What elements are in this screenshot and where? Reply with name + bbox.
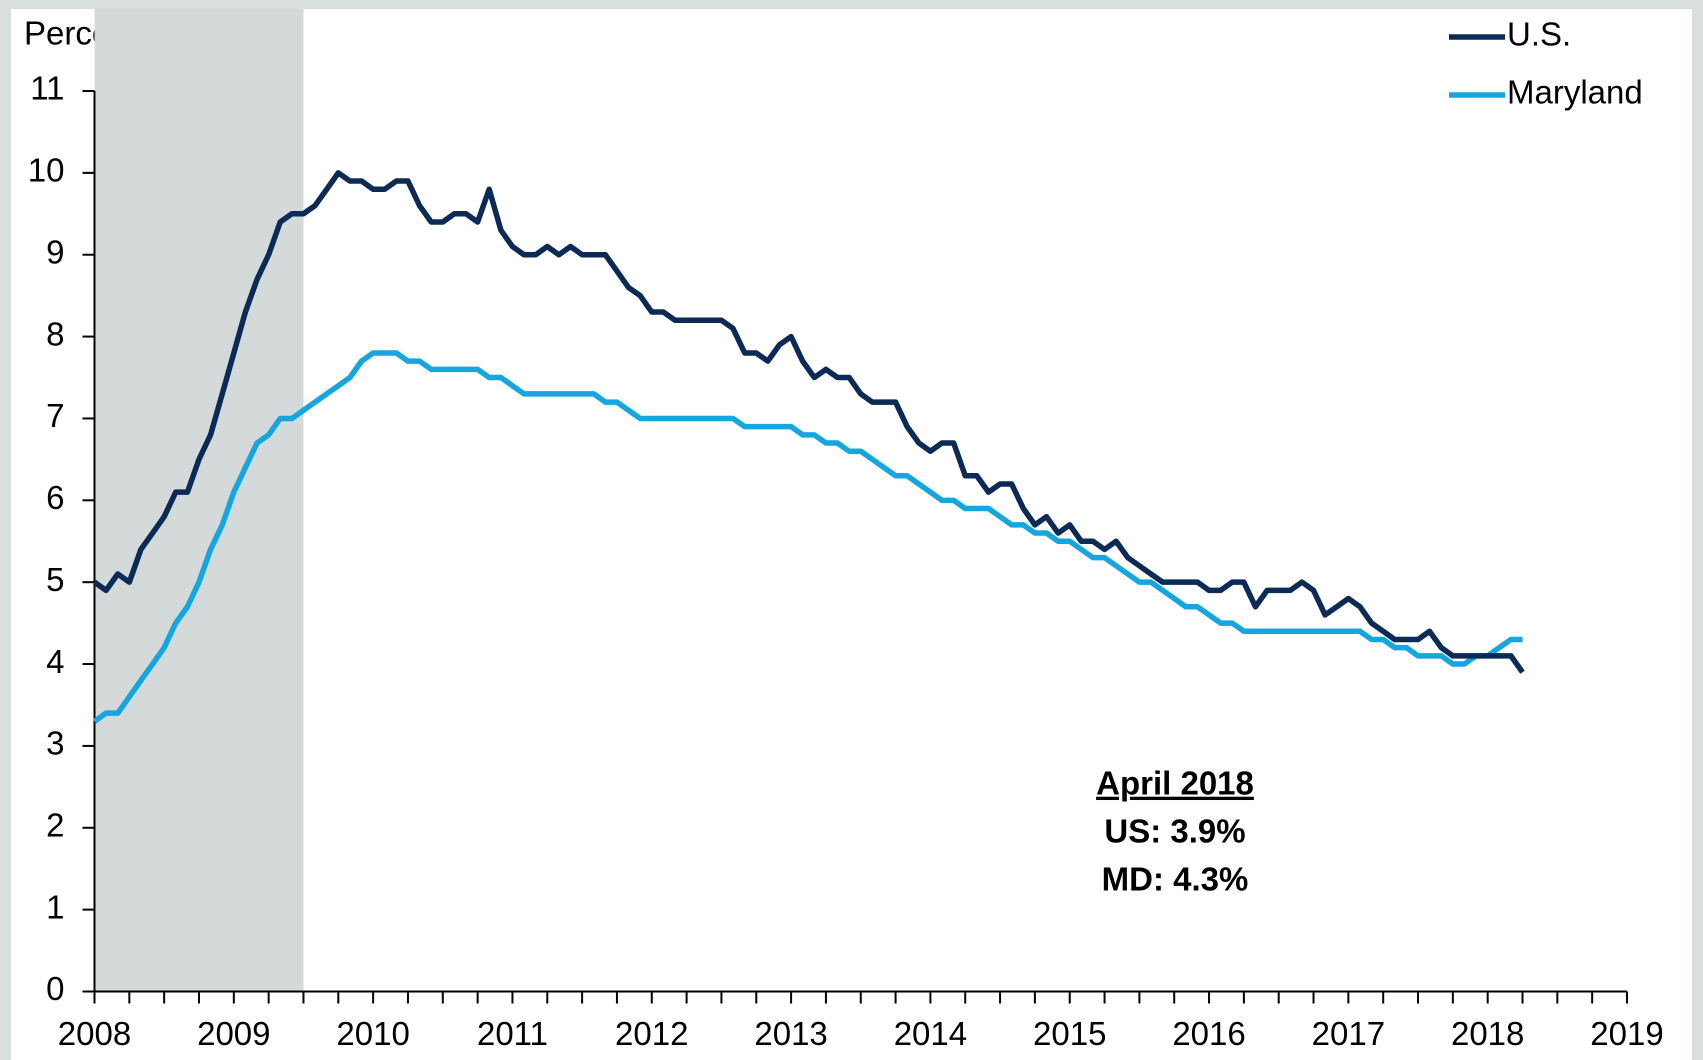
x-tick-label: 2016 xyxy=(1172,1015,1245,1052)
x-tick-label: 2012 xyxy=(615,1015,688,1052)
y-tick-label: 10 xyxy=(28,152,65,189)
y-tick-label: 6 xyxy=(46,479,64,516)
x-tick-label: 2013 xyxy=(754,1015,827,1052)
legend-label: U.S. xyxy=(1507,16,1571,53)
series-line xyxy=(92,170,1525,674)
legend-label: Maryland xyxy=(1507,74,1643,111)
y-tick-label: 9 xyxy=(46,233,64,270)
y-tick-label: 0 xyxy=(46,970,64,1007)
annotation: MD: 4.3% xyxy=(1102,861,1249,898)
annotation: April 2018 xyxy=(1096,765,1254,802)
series-line xyxy=(92,350,1523,724)
x-tick-label: 2008 xyxy=(58,1015,131,1052)
y-tick-label: 7 xyxy=(46,397,64,434)
x-tick-label: 2017 xyxy=(1312,1015,1385,1052)
x-tick-label: 2010 xyxy=(336,1015,409,1052)
y-tick-label: 3 xyxy=(46,725,64,762)
y-tick-label: 4 xyxy=(46,643,64,680)
recession-shade xyxy=(94,9,304,992)
y-tick-label: 8 xyxy=(46,315,64,352)
annotation: US: 3.9% xyxy=(1104,813,1245,850)
x-tick-label: 2009 xyxy=(197,1015,270,1052)
y-tick-label: 5 xyxy=(46,561,64,598)
y-tick-label: 2 xyxy=(46,806,64,843)
x-tick-label: 2015 xyxy=(1033,1015,1106,1052)
x-tick-label: 2019 xyxy=(1590,1015,1663,1052)
x-tick-label: 2011 xyxy=(477,1015,548,1052)
y-tick-label: 1 xyxy=(46,888,64,925)
y-tick-label: 11 xyxy=(30,70,64,107)
x-tick-label: 2018 xyxy=(1451,1015,1524,1052)
x-tick-label: 2014 xyxy=(894,1015,967,1052)
